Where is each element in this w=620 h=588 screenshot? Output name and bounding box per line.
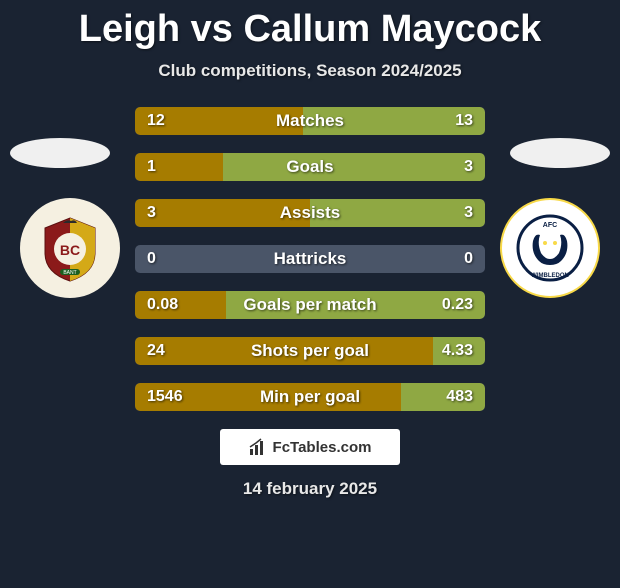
stat-value-right: 13 — [455, 112, 473, 130]
stat-label: Assists — [280, 203, 340, 223]
stat-value-right: 0 — [464, 250, 473, 268]
stat-value-left: 12 — [147, 112, 165, 130]
svg-text:AFC: AFC — [543, 222, 557, 229]
page-title: Leigh vs Callum Maycock — [0, 8, 620, 51]
stat-label: Shots per goal — [251, 341, 369, 361]
stat-row: 12 Matches 13 — [135, 107, 485, 135]
footer-brand: FcTables.com — [220, 429, 400, 465]
stats-container: 12 Matches 13 1 Goals 3 3 Assists 3 0 Hattricks 0 0.… — [135, 107, 485, 411]
player-silhouette-right — [510, 138, 610, 168]
stat-value-right: 483 — [446, 388, 473, 406]
stat-row: 1 Goals 3 — [135, 153, 485, 181]
footer-date: 14 february 2025 — [0, 479, 620, 499]
svg-text:BANT: BANT — [63, 270, 76, 276]
stat-fill-right — [223, 153, 486, 181]
stat-label: Matches — [276, 111, 344, 131]
footer-brand-text: FcTables.com — [273, 439, 372, 456]
stat-value-right: 4.33 — [442, 342, 473, 360]
club-badge-left: BC BANT — [20, 198, 120, 298]
stat-value-left: 1 — [147, 158, 156, 176]
stat-row: 3 Assists 3 — [135, 199, 485, 227]
stat-value-left: 3 — [147, 204, 156, 222]
stat-value-right: 3 — [464, 158, 473, 176]
stat-label: Goals — [286, 157, 333, 177]
player-silhouette-left — [10, 138, 110, 168]
subtitle: Club competitions, Season 2024/2025 — [0, 61, 620, 81]
stat-value-left: 0 — [147, 250, 156, 268]
stat-label: Min per goal — [260, 387, 360, 407]
afc-wimbledon-badge-icon: AFC WIMBLEDON — [515, 213, 585, 283]
stat-row: 0.08 Goals per match 0.23 — [135, 291, 485, 319]
stat-row: 24 Shots per goal 4.33 — [135, 337, 485, 365]
chart-icon — [249, 438, 267, 456]
stat-row: 1546 Min per goal 483 — [135, 383, 485, 411]
stat-value-right: 0.23 — [442, 296, 473, 314]
svg-text:BC: BC — [60, 242, 80, 258]
stat-label: Goals per match — [243, 295, 376, 315]
stat-value-left: 24 — [147, 342, 165, 360]
stat-value-right: 3 — [464, 204, 473, 222]
stat-row: 0 Hattricks 0 — [135, 245, 485, 273]
stat-label: Hattricks — [274, 249, 347, 269]
bradford-city-badge-icon: BC BANT — [35, 213, 105, 283]
stat-value-left: 1546 — [147, 388, 183, 406]
svg-text:WIMBLEDON: WIMBLEDON — [531, 273, 569, 279]
stat-value-left: 0.08 — [147, 296, 178, 314]
club-badge-right: AFC WIMBLEDON — [500, 198, 600, 298]
